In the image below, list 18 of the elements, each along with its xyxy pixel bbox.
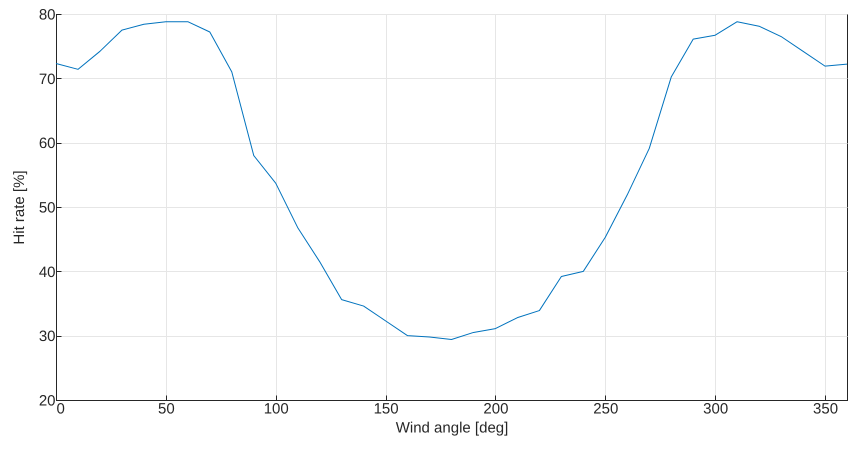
y-tick-label: 50 xyxy=(38,200,56,216)
x-tick-label: 300 xyxy=(703,400,728,418)
y-tick-label: 30 xyxy=(38,328,56,346)
x-tick-label: 150 xyxy=(374,400,399,418)
x-tick-label: 250 xyxy=(593,400,618,418)
x-tick-label: 50 xyxy=(158,400,175,418)
x-tick-label: 0 xyxy=(56,400,65,418)
x-tick-label: 100 xyxy=(264,400,289,418)
y-tick-label: 60 xyxy=(38,135,56,152)
y-tick-label: 70 xyxy=(38,70,56,88)
y-tick-label: 20 xyxy=(38,392,56,410)
x-tick-label: 200 xyxy=(483,400,508,418)
y-tick-label: 80 xyxy=(38,6,56,24)
x-axis-title: Wind angle [deg] xyxy=(396,420,508,436)
x-tick-label: 350 xyxy=(813,400,838,418)
y-axis-title: Hit rate [%] xyxy=(10,170,28,245)
line-series xyxy=(56,21,848,340)
y-tick-label: 40 xyxy=(38,264,56,281)
